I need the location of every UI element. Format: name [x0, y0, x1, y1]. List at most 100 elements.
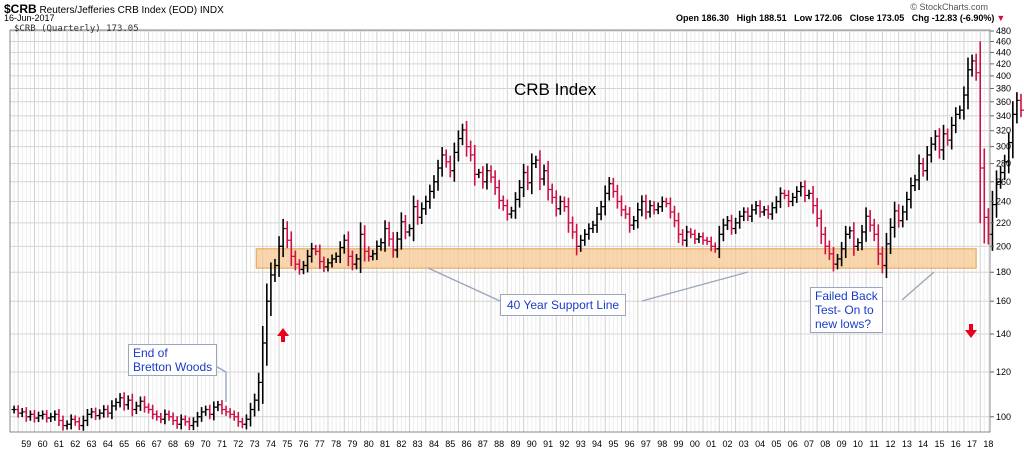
ohlc-bar: [504, 199, 510, 221]
ohlc-bar: [166, 410, 172, 421]
y-tick-label: 120: [996, 367, 1011, 377]
ohlc-bar: [170, 412, 176, 425]
x-tick-label: 85: [445, 439, 455, 449]
ohlc-bar: [451, 142, 457, 182]
ohlc-bar: [957, 105, 963, 120]
y-tick-label: 480: [996, 26, 1011, 36]
ohlc-bar: [749, 204, 755, 222]
ohlc-bar: [459, 123, 465, 146]
ohlc-bar: [676, 212, 682, 244]
ohlc-bar: [56, 409, 62, 427]
x-tick-label: 63: [87, 439, 97, 449]
ohlc-bar: [790, 192, 796, 207]
annotation-bretton-woods: End of Bretton Woods: [128, 344, 218, 376]
ohlc-bar: [684, 225, 690, 247]
ohlc-bar: [186, 417, 192, 431]
x-tick-label: 99: [674, 439, 684, 449]
close-value: 173.05: [876, 13, 905, 23]
x-tick-label: 86: [462, 439, 472, 449]
y-axis: 100 120 140 160 180 200 220 240 260 280 300 320 340 3…: [990, 26, 1011, 422]
ohlc-bar: [260, 326, 266, 404]
ohlc-bar: [553, 190, 559, 217]
signal-arrows: [277, 324, 977, 342]
ohlc-bar: [981, 148, 987, 244]
ohlc-bar: [806, 189, 812, 200]
x-tick-label: 01: [706, 439, 716, 449]
ohlc-bar: [398, 212, 404, 250]
y-tick-label: 460: [996, 36, 1011, 46]
ohlc-bar: [472, 144, 478, 186]
ohlc-bar: [932, 130, 938, 151]
annotation-failed-backtest: Failed Back Test- On to new lows?: [810, 287, 883, 333]
x-tick-label: 89: [510, 439, 520, 449]
x-tick-label: 92: [559, 439, 569, 449]
ohlc-bar: [533, 155, 539, 169]
ohlc-bar: [386, 221, 392, 247]
ohlc-bar: [1010, 101, 1016, 159]
y-tick-label: 180: [996, 267, 1011, 277]
ohlc-bar: [44, 410, 50, 423]
y-tick-label: 340: [996, 111, 1011, 121]
ohlc-bar: [252, 393, 258, 417]
ohlc-bar: [521, 163, 527, 198]
x-tick-label: 96: [625, 439, 635, 449]
ohlc-bar: [936, 128, 942, 159]
ohlc-bar: [949, 116, 955, 150]
y-tick-label: 140: [996, 329, 1011, 339]
annotation-support-line: 40 Year Support Line: [500, 294, 627, 316]
ohlc-bar: [52, 410, 58, 421]
x-tick-label: 78: [331, 439, 341, 449]
ohlc-bar: [782, 189, 788, 200]
ohlc-bar: [476, 168, 482, 179]
x-tick-label: 81: [380, 439, 390, 449]
ohlc-bar: [455, 130, 461, 162]
ohlc-bar: [195, 411, 201, 427]
ohlc-bar: [525, 165, 531, 190]
x-tick-label: 65: [119, 439, 129, 449]
ohlc-bar: [565, 197, 571, 233]
x-tick-label: 64: [103, 439, 113, 449]
ohlc-bar: [154, 410, 160, 421]
up-arrow-icon: [277, 328, 289, 342]
ohlc-bar: [40, 410, 46, 420]
ohlc-bar: [561, 196, 567, 212]
ohlc-bar: [969, 54, 975, 77]
x-tick-label: 75: [282, 439, 292, 449]
ohlc-bar: [602, 185, 608, 216]
ohlc-bar: [76, 417, 82, 431]
ohlc-bar: [765, 205, 771, 219]
ohlc-bar: [125, 395, 131, 410]
ohlc-bar: [651, 201, 657, 215]
x-axis: 59 60 61 62 63 64 65 66 67 68 69 70 71 72 73 74 75 76 77 78…: [21, 439, 993, 449]
ohlc-bar: [215, 400, 221, 412]
ohlc-bar: [284, 221, 290, 249]
ohlc-bar: [142, 396, 148, 413]
ohlc-bar: [500, 195, 506, 211]
x-tick-label: 83: [413, 439, 423, 449]
ohlc-bar: [647, 200, 653, 218]
ohlc-bar: [256, 372, 262, 411]
x-tick-label: 15: [934, 439, 944, 449]
ohlc-bar: [468, 140, 474, 162]
x-tick-label: 62: [70, 439, 80, 449]
x-tick-label: 60: [38, 439, 48, 449]
high-value: 188.51: [759, 13, 787, 23]
ohlc-bar: [443, 149, 449, 168]
ohlc-bar: [761, 206, 767, 216]
ohlc-bar: [484, 163, 490, 190]
ohlc-bar: [977, 41, 983, 224]
ohlc-bar: [688, 228, 694, 239]
ohlc-bar: [920, 157, 926, 177]
y-tick-label: 100: [996, 412, 1011, 422]
ohlc-bar: [1018, 93, 1024, 118]
ohlc-bar: [541, 164, 547, 186]
chart-date: 16-Jun-2017: [4, 13, 55, 23]
y-tick-label: 320: [996, 126, 1011, 136]
ohlc-bar: [447, 155, 453, 178]
ohlc-bar: [464, 120, 470, 157]
ohlc-bar: [264, 283, 270, 366]
ohlc-bar: [680, 229, 686, 246]
y-tick-label: 160: [996, 296, 1011, 306]
x-tick-label: 90: [527, 439, 537, 449]
